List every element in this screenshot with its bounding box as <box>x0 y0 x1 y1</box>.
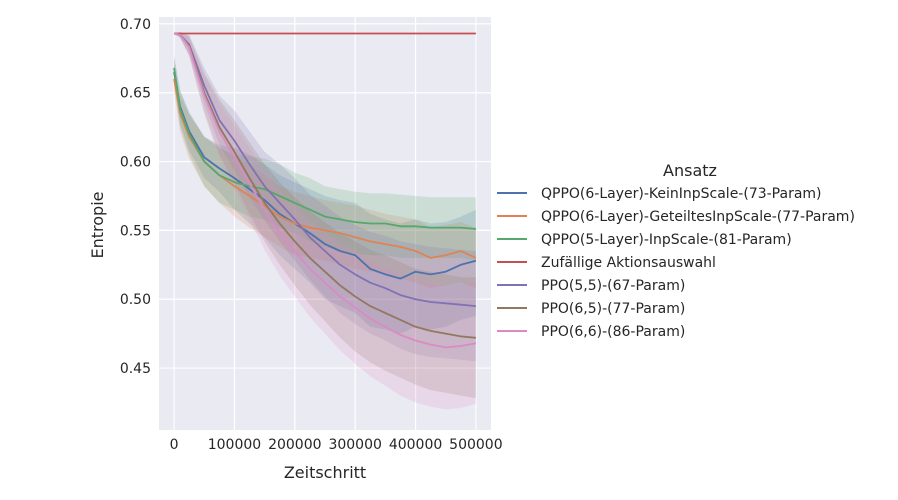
x-tick-label: 0 <box>170 437 179 453</box>
x-tick-label: 500000 <box>449 437 502 453</box>
series-line-0 <box>173 71 477 280</box>
confidence-band-series-0 <box>174 58 476 334</box>
x-tick-label: 200000 <box>268 437 321 453</box>
legend: Ansatz QPPO(6-Layer)-KeinInpScale-(73-Pa… <box>497 161 855 340</box>
confidence-band-series-5 <box>174 32 476 399</box>
y-axis-label: Entropie <box>88 192 107 259</box>
y-tick-label: 0.65 <box>120 86 151 102</box>
confidence-band-series-2 <box>174 54 476 261</box>
legend-title: Ansatz <box>663 161 717 180</box>
confidence-band-series-6 <box>174 32 476 410</box>
x-axis-label: Zeitschritt <box>284 463 366 482</box>
series-line-6 <box>173 32 477 349</box>
series-lines <box>173 32 477 349</box>
legend-entry: PPO(6,6)-(86-Param) <box>541 324 685 340</box>
series-line-2 <box>173 67 476 230</box>
y-tick-labels: 0.45 0.50 0.55 0.60 0.65 0.70 <box>120 17 151 377</box>
x-tick-label: 400000 <box>389 437 442 453</box>
legend-entry: QPPO(6-Layer)-GeteiltesInpScale-(77-Para… <box>541 209 855 225</box>
x-tick-labels: 0 100000 200000 300000 400000 500000 <box>170 437 503 453</box>
legend-entry: PPO(5,5)-(67-Param) <box>541 278 685 294</box>
legend-entry: QPPO(5-Layer)-InpScale-(81-Param) <box>541 232 792 248</box>
x-tick-label: 100000 <box>208 437 261 453</box>
legend-entry: PPO(6,5)-(77-Param) <box>541 301 685 317</box>
plot-background <box>159 17 491 430</box>
series-line-5 <box>173 32 476 339</box>
y-tick-label: 0.70 <box>120 17 151 33</box>
confidence-band-series-1 <box>174 65 476 289</box>
y-tick-label: 0.60 <box>120 155 151 171</box>
x-tick-label: 300000 <box>328 437 381 453</box>
legend-entry: QPPO(6-Layer)-KeinInpScale-(73-Param) <box>541 186 822 202</box>
y-tick-label: 0.55 <box>120 223 151 239</box>
y-tick-label: 0.50 <box>120 292 151 308</box>
series-line-4 <box>173 32 476 307</box>
legend-entry: Zufällige Aktionsauswahl <box>541 255 716 271</box>
y-tick-label: 0.45 <box>120 361 151 377</box>
